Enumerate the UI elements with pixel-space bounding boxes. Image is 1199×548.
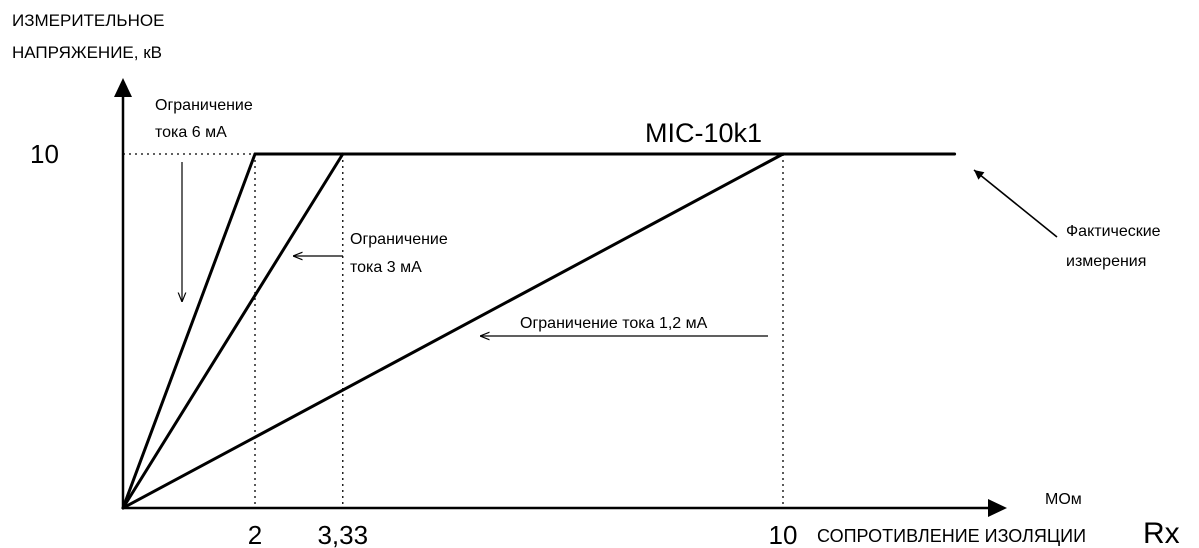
x-axis-unit: МОм — [1045, 491, 1082, 508]
y-axis-arrow-icon — [114, 78, 132, 97]
annotation-actual-arrow-icon — [973, 169, 1058, 238]
annotation-6ma-line-2: тока 6 мА — [155, 124, 227, 141]
series-line-2 — [121, 152, 785, 510]
y-axis-label-line-2: НАПРЯЖЕНИЕ, кВ — [12, 43, 162, 62]
x-tick-label-2: 10 — [769, 520, 798, 548]
annotation-3ma-line-2: тока 3 мА — [350, 259, 422, 276]
dotted-guides — [123, 153, 784, 508]
series-lines — [121, 152, 957, 510]
series-line-1 — [121, 152, 345, 510]
x-axis-symbol: Rx — [1143, 517, 1180, 548]
annotation-6ma-line-1: Ограничение — [155, 97, 253, 114]
annotation-3ma-line-1: Ограничение — [350, 231, 448, 248]
chart-title: MIC-10k1 — [645, 118, 762, 148]
y-tick-label-0: 10 — [30, 139, 59, 169]
annotation-actual-line-2: измерения — [1066, 253, 1146, 270]
series-line-0 — [121, 152, 257, 510]
tick-labels: 10 2 3,33 10 — [30, 139, 797, 548]
x-tick-label-1: 3,33 — [317, 520, 368, 548]
annotation-1-2ma-label: Ограничение тока 1,2 мА — [520, 315, 708, 332]
annotation-actual-line-1: Фактические — [1066, 223, 1161, 240]
y-axis-label-line-1: ИЗМЕРИТЕЛЬНОЕ — [12, 11, 164, 30]
x-axis-label: СОПРОТИВЛЕНИЕ ИЗОЛЯЦИИ — [817, 526, 1086, 546]
x-tick-label-0: 2 — [248, 520, 262, 548]
x-axis-arrow-icon — [988, 499, 1007, 517]
